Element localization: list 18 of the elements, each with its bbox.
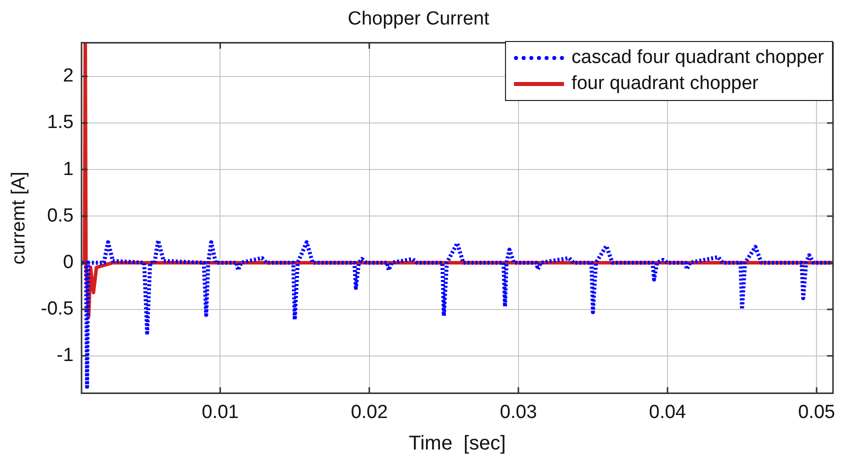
- legend-label: four quadrant chopper: [572, 72, 759, 96]
- x-tick-label: 0.03: [500, 402, 537, 423]
- y-tick-label: 1.5: [47, 112, 74, 134]
- y-tick-label: 1: [62, 158, 74, 180]
- y-tick-label: 2: [62, 66, 74, 87]
- y-tick-label: -1: [56, 345, 74, 366]
- y-tick-label: 0.5: [47, 205, 74, 226]
- x-tick-label: 0.02: [350, 402, 388, 423]
- y-tick-label: -0.5: [40, 298, 74, 320]
- x-tick-label: 0.05: [798, 402, 836, 423]
- x-tick-label: 0.04: [649, 402, 686, 423]
- x-tick-label: 0.01: [202, 402, 239, 423]
- legend-label: cascad four quadrant chopper: [572, 46, 824, 70]
- x-axis-title: Time [sec]: [408, 432, 506, 455]
- y-axis-title: curremt [A]: [8, 172, 30, 264]
- y-tick-label: 0: [62, 252, 74, 273]
- chart-title: Chopper Current: [348, 8, 490, 30]
- line-series: [82, 238, 833, 389]
